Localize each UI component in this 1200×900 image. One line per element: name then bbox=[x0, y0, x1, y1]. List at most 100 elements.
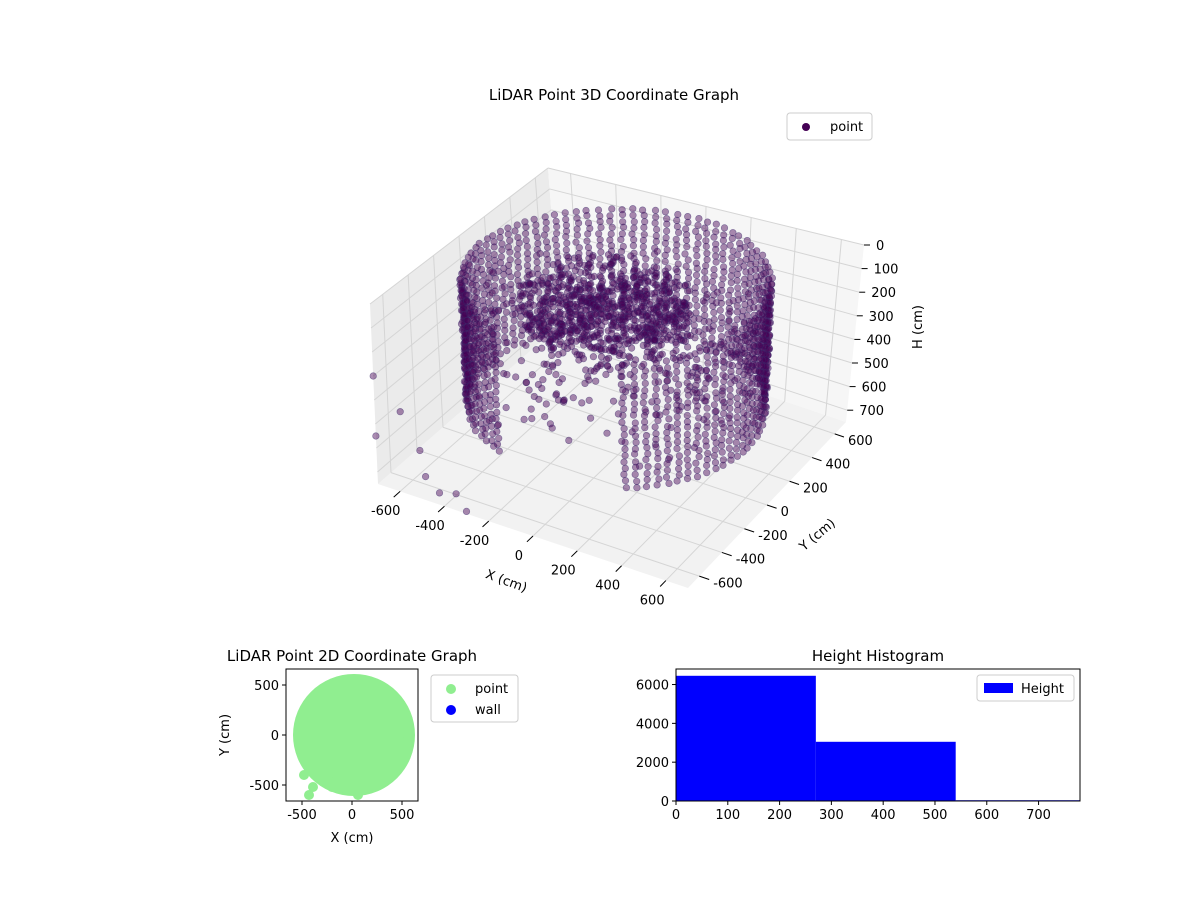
point-3d bbox=[683, 386, 692, 394]
point-3d bbox=[758, 283, 767, 291]
point-3d bbox=[610, 343, 618, 351]
point-3d bbox=[691, 295, 700, 304]
point-3d bbox=[497, 253, 506, 261]
point-3d bbox=[573, 225, 581, 233]
point-3d bbox=[683, 423, 692, 431]
point-3d bbox=[630, 387, 638, 395]
point-3d bbox=[740, 318, 748, 326]
point-3d bbox=[568, 317, 576, 326]
point-3d bbox=[739, 434, 747, 442]
point-3d bbox=[651, 378, 659, 387]
point-3d bbox=[619, 351, 627, 360]
point-3d bbox=[666, 331, 674, 339]
point-3d bbox=[549, 261, 557, 269]
point-3d bbox=[545, 367, 553, 376]
z-tick-label-3d: 0 bbox=[876, 239, 884, 254]
point-3d bbox=[620, 470, 628, 479]
legend-histogram-label: Height bbox=[1021, 682, 1064, 697]
point-3d bbox=[692, 227, 700, 235]
point-3d bbox=[644, 268, 652, 277]
point-3d bbox=[509, 324, 517, 332]
point-3d bbox=[660, 326, 668, 334]
point-3d bbox=[630, 392, 638, 400]
point-3d bbox=[727, 272, 735, 280]
point-3d bbox=[717, 299, 726, 307]
point-3d bbox=[703, 456, 711, 464]
point-3d bbox=[626, 353, 634, 362]
point-3d bbox=[478, 359, 487, 367]
point-3d bbox=[644, 463, 652, 471]
point-3d bbox=[649, 304, 658, 313]
point-3d bbox=[740, 370, 748, 378]
point-3d bbox=[760, 382, 768, 390]
point-3d bbox=[517, 282, 525, 291]
point-3d bbox=[641, 367, 650, 375]
point-3d bbox=[607, 230, 615, 238]
point-3d bbox=[465, 408, 473, 416]
point-3d bbox=[548, 424, 556, 432]
point-3d bbox=[668, 317, 676, 325]
point-3d bbox=[712, 389, 720, 397]
point-3d bbox=[729, 297, 737, 305]
point-3d bbox=[703, 249, 711, 257]
point-3d bbox=[534, 239, 542, 248]
point-3d bbox=[663, 447, 671, 455]
point-3d bbox=[673, 241, 681, 249]
point-3d bbox=[598, 277, 607, 285]
x-tick-label-3d: -600 bbox=[371, 504, 401, 519]
x-tick-label-3d: -200 bbox=[460, 534, 490, 549]
point-3d bbox=[725, 360, 733, 368]
point-3d bbox=[519, 289, 527, 297]
point-3d bbox=[720, 268, 728, 276]
point-3d bbox=[542, 400, 550, 408]
point-3d bbox=[653, 481, 661, 489]
point-3d bbox=[703, 412, 711, 420]
point-3d bbox=[735, 387, 744, 395]
y-tick-label-2d: 0 bbox=[271, 729, 279, 744]
point-3d bbox=[471, 308, 479, 316]
point-3d bbox=[523, 249, 532, 257]
point-3d bbox=[597, 353, 606, 361]
x-tick-label-hist: 700 bbox=[1026, 808, 1051, 823]
point-3d bbox=[639, 341, 647, 350]
point-3d bbox=[558, 321, 566, 329]
point-3d bbox=[522, 341, 530, 349]
point-3d bbox=[629, 242, 638, 250]
point-3d bbox=[546, 300, 554, 308]
point-3d bbox=[652, 273, 660, 281]
y-tick-3d bbox=[699, 575, 710, 580]
grid-y-left bbox=[433, 255, 444, 428]
point-3d bbox=[633, 477, 641, 485]
point-3d bbox=[747, 317, 756, 325]
point-3d bbox=[546, 274, 555, 282]
point-3d bbox=[592, 377, 600, 385]
point-3d bbox=[693, 252, 701, 260]
point-3d bbox=[676, 315, 684, 323]
grid-z-back bbox=[551, 209, 860, 293]
point-3d bbox=[531, 227, 540, 235]
point-3d bbox=[596, 212, 604, 220]
point-3d bbox=[726, 286, 735, 294]
point-3d bbox=[703, 353, 711, 361]
point-3d bbox=[652, 213, 660, 221]
point-3d bbox=[644, 312, 652, 320]
point-3d bbox=[672, 265, 680, 273]
point-3d bbox=[760, 303, 769, 311]
point-3d bbox=[672, 247, 680, 255]
legend-2d-marker-point bbox=[446, 684, 456, 694]
point-3d bbox=[735, 342, 744, 350]
point-3d bbox=[735, 368, 743, 376]
point-3d bbox=[538, 344, 546, 352]
point-3d bbox=[710, 309, 718, 317]
point-3d bbox=[613, 285, 621, 293]
point-3d bbox=[711, 355, 719, 363]
point-3d bbox=[566, 326, 575, 334]
point-3d bbox=[697, 367, 705, 375]
point-3d bbox=[652, 237, 660, 246]
point-3d bbox=[766, 311, 774, 319]
point-3d bbox=[654, 449, 662, 457]
point-3d bbox=[705, 325, 713, 333]
point-3d bbox=[459, 269, 467, 277]
point-3d bbox=[608, 205, 616, 213]
point-3d bbox=[614, 302, 622, 310]
